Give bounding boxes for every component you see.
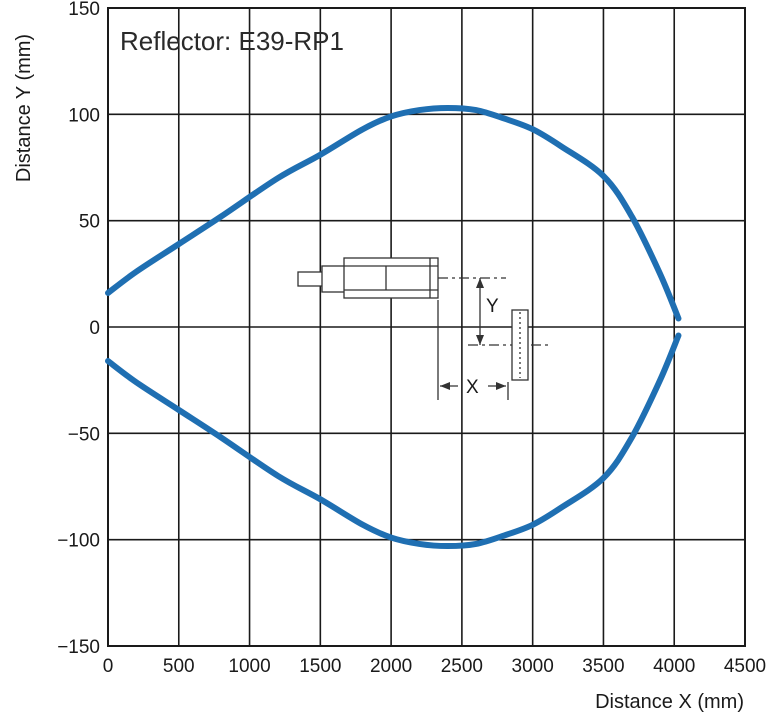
x-axis-title: Distance X (mm) (595, 691, 744, 713)
series-line-lower (105, 332, 682, 550)
series-line-upper (105, 104, 682, 322)
plot-frame (107, 7, 746, 647)
y-tick-label: 50 (79, 212, 100, 233)
y-tick-labels: 150 100 50 0 −50 −100 −150 (57, 0, 100, 658)
x-tick-label: 3000 (512, 656, 554, 677)
x-tick-label: 4000 (653, 656, 695, 677)
y-tick-label: 100 (68, 105, 100, 126)
y-tick-label: −150 (57, 637, 100, 658)
x-tick-label: 500 (163, 656, 195, 677)
y-tick-label: −100 (57, 531, 100, 552)
x-tick-label: 1500 (299, 656, 341, 677)
sensor-reflector-diagram: Y X (297, 257, 552, 400)
x-tick-label: 2000 (370, 656, 412, 677)
x-tick-label: 0 (103, 656, 114, 677)
y-axis-title: Distance Y (mm) (13, 34, 35, 182)
x-tick-label: 2500 (441, 656, 483, 677)
y-tick-label: 0 (89, 318, 100, 339)
x-tick-label: 1000 (228, 656, 270, 677)
x-tick-label: 4500 (724, 656, 766, 677)
x-tick-label: 3500 (582, 656, 624, 677)
series-group (105, 104, 682, 550)
grid (107, 7, 746, 647)
reflector-annotation: Reflector: E39-RP1 (120, 26, 344, 56)
x-tick-labels: 0 500 1000 1500 2000 2500 3000 3500 4000 4500 (103, 656, 766, 677)
y-tick-label: −50 (68, 424, 100, 445)
diagram-label-x: X (466, 377, 479, 398)
y-tick-label: 150 (68, 0, 100, 20)
diagram-label-y: Y (486, 296, 499, 317)
